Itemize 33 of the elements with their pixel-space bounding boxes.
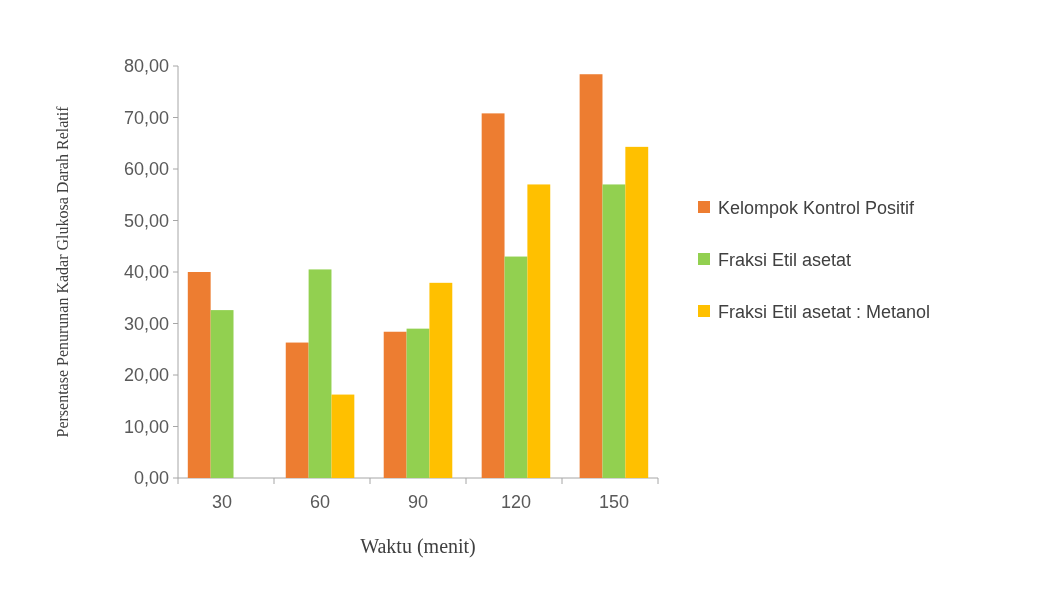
y-tick-label: 70,00 <box>123 107 169 128</box>
bar <box>504 256 528 478</box>
legend-label: Kelompok Kontrol Positif <box>718 198 916 219</box>
y-tick-label: 30,00 <box>123 313 169 334</box>
y-axis-title: Persentase Penurunan Kadar Glukosa Darah Relatif <box>54 105 71 438</box>
x-tick-label: 120 <box>500 492 531 512</box>
bar <box>429 282 453 478</box>
bar <box>527 184 551 478</box>
x-tick-label: 30 <box>212 492 233 512</box>
bar <box>383 331 407 478</box>
bar <box>210 310 234 478</box>
legend-label: Fraksi Etil asetat <box>718 250 852 271</box>
bar <box>602 184 626 478</box>
y-tick-label: 40,00 <box>123 262 169 283</box>
bar <box>187 272 211 478</box>
bar <box>406 328 430 478</box>
x-axis-title: Waktu (menit) <box>360 535 476 558</box>
y-tick-label: 60,00 <box>123 159 169 180</box>
y-tick-label: 80,00 <box>123 56 169 77</box>
legend-label: Fraksi Etil asetat : Metanol <box>718 302 931 323</box>
bar <box>308 269 332 478</box>
x-tick-label: 150 <box>598 492 629 512</box>
bar <box>331 394 355 478</box>
bar <box>579 74 603 478</box>
bar <box>481 113 505 478</box>
y-tick-label: 10,00 <box>123 416 169 437</box>
bar <box>285 342 309 478</box>
y-tick-label: 20,00 <box>123 365 169 386</box>
x-tick-label: 60 <box>310 492 331 512</box>
y-tick-label: 50,00 <box>123 210 169 231</box>
y-tick-label: 0,00 <box>133 468 169 489</box>
x-tick-label: 90 <box>407 492 429 512</box>
bar <box>625 146 649 478</box>
